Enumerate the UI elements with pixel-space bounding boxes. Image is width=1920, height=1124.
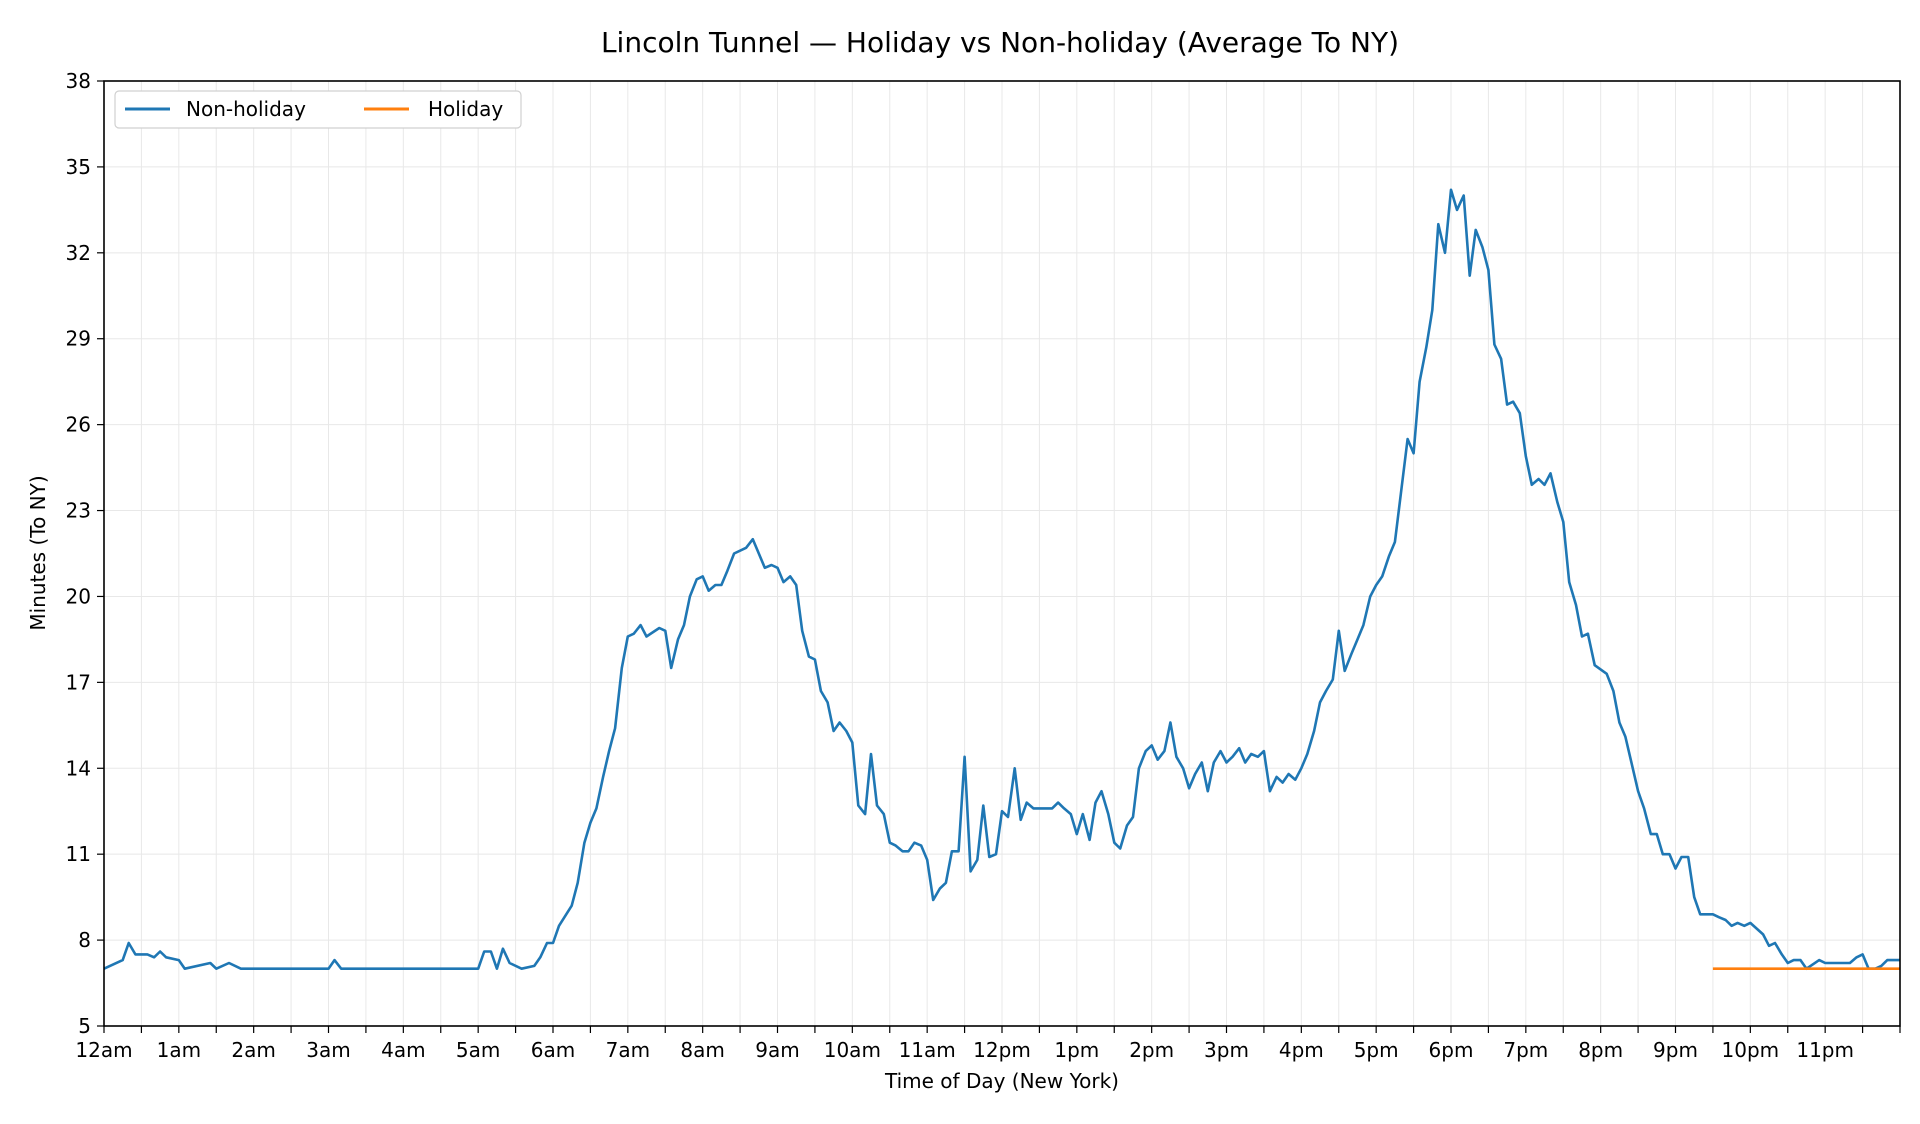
x-tick-label: 7pm — [1503, 1038, 1548, 1062]
x-tick-label: 2pm — [1129, 1038, 1174, 1062]
y-tick-label: 29 — [66, 327, 91, 351]
y-tick-label: 11 — [66, 842, 91, 866]
y-tick-label: 5 — [78, 1014, 91, 1038]
y-tick-label: 8 — [78, 928, 91, 952]
y-tick-label: 38 — [66, 69, 91, 93]
x-tick-label: 6am — [531, 1038, 575, 1062]
x-tick-label: 10am — [824, 1038, 881, 1062]
series-line-non-holiday — [103, 188, 1900, 971]
x-tick-label: 10pm — [1722, 1038, 1780, 1062]
x-tick-label: 7am — [606, 1038, 650, 1062]
y-tick-label: 32 — [66, 241, 91, 265]
series-lines — [103, 188, 1900, 971]
x-tick-label: 2am — [231, 1038, 275, 1062]
x-tick-label: 6pm — [1429, 1038, 1474, 1062]
x-tick-label: 5am — [456, 1038, 500, 1062]
x-tick-label: 3pm — [1204, 1038, 1249, 1062]
y-tick-label: 26 — [66, 413, 91, 437]
y-tick-label: 17 — [66, 670, 91, 694]
x-tick-label: 11am — [899, 1038, 956, 1062]
x-tick-label: 3am — [306, 1038, 350, 1062]
x-tick-label: 1pm — [1054, 1038, 1099, 1062]
y-tick-label: 14 — [66, 756, 91, 780]
x-axis-ticks: 12am 1am 2am 3am 4am 5am 6am 7am 8am 9am 10am 11am 1… — [75, 1026, 1901, 1062]
x-tick-label: 8pm — [1578, 1038, 1623, 1062]
x-tick-label: 4am — [381, 1038, 425, 1062]
y-tick-label: 23 — [66, 499, 91, 523]
x-tick-label: 9pm — [1653, 1038, 1698, 1062]
y-tick-label: 35 — [66, 155, 91, 179]
chart-title: Lincoln Tunnel — Holiday vs Non-holiday … — [601, 26, 1399, 59]
x-tick-label: 12am — [75, 1038, 132, 1062]
x-tick-label: 11pm — [1796, 1038, 1854, 1062]
grid-lines — [104, 81, 1900, 1026]
legend: Non-holiday Holiday — [114, 90, 522, 129]
legend-label-holiday: Holiday — [428, 97, 503, 121]
x-tick-label: 4pm — [1279, 1038, 1324, 1062]
x-tick-label: 8am — [680, 1038, 724, 1062]
y-axis-label: Minutes (To NY) — [26, 475, 50, 630]
y-axis-ticks: 5 8 11 14 17 20 23 26 29 32 35 38 — [66, 69, 104, 1038]
y-tick-label: 20 — [66, 584, 91, 608]
x-tick-label: 9am — [755, 1038, 799, 1062]
x-axis-label: Time of Day (New York) — [884, 1069, 1119, 1093]
legend-box — [114, 90, 522, 129]
x-tick-label: 1am — [157, 1038, 201, 1062]
legend-label-non-holiday: Non-holiday — [186, 97, 306, 121]
x-tick-label: 12pm — [973, 1038, 1031, 1062]
x-tick-label: 5pm — [1354, 1038, 1399, 1062]
